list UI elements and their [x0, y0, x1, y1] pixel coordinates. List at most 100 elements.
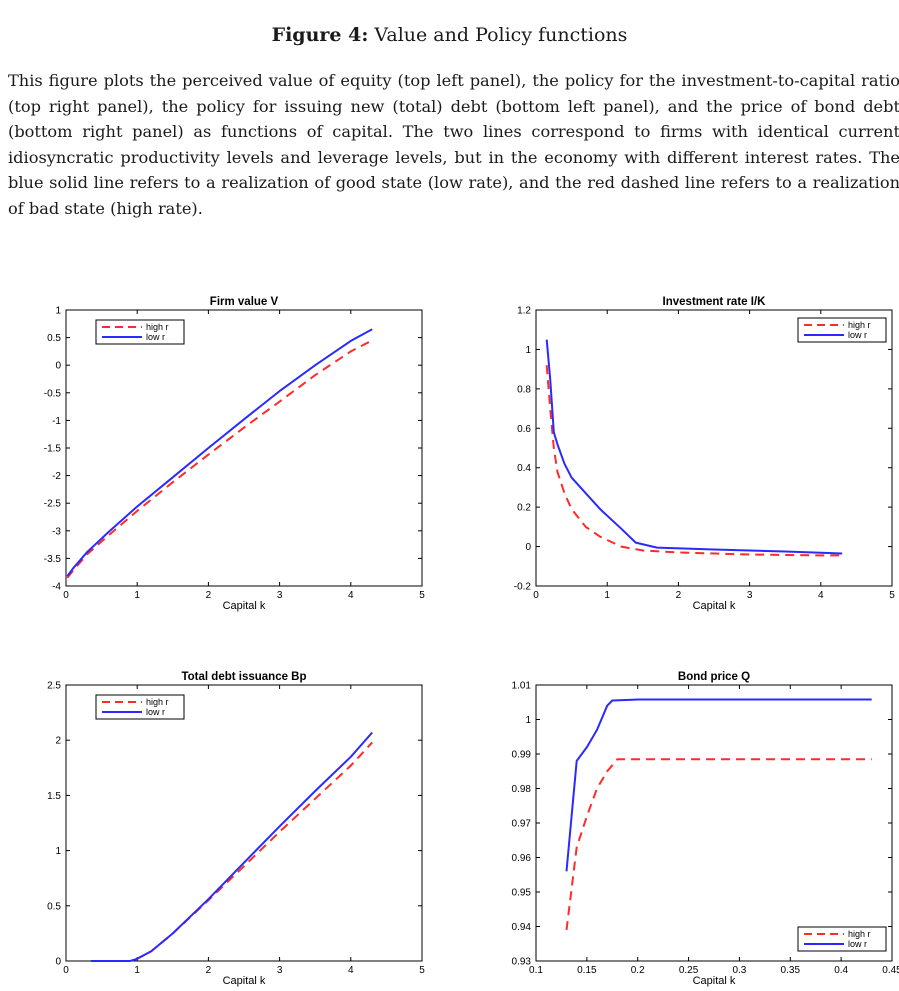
figure-caption-title: Figure 4: Value and Policy functions — [0, 24, 899, 46]
y-tick-label: 0.94 — [512, 922, 532, 933]
y-tick-label: -3 — [52, 526, 61, 537]
panel-bond-price: Bond price Q 0.1 0.15 0.2 0.25 0.3 0.35 0.4 0.45… — [512, 671, 899, 987]
y-tick-label: 0.5 — [47, 333, 61, 344]
x-tick-label: 4 — [818, 590, 824, 601]
plot-frame — [535, 684, 893, 962]
x-tick-label: 4 — [348, 590, 354, 601]
y-tick-label: 1 — [55, 846, 61, 857]
y-tick-label: 0.95 — [512, 888, 532, 899]
plot-frame — [65, 309, 423, 587]
y-tick-label: 0.97 — [512, 819, 532, 830]
x-tick-label: 1 — [134, 965, 140, 976]
x-tick-label: 0.3 — [732, 965, 746, 976]
legend-label-high-r: high r — [848, 929, 871, 939]
y-tick-label: -1 — [52, 416, 61, 427]
panel-firm-value: Firm value V 0 1 2 3 4 5 -4 -3.5 -3 -2.5 -2 -1.5 -1 -0… — [44, 296, 425, 612]
figure-number-label: Figure 4: — [271, 24, 369, 46]
x-tick-label: 0 — [533, 590, 539, 601]
legend-label-low-r: low r — [848, 939, 867, 949]
x-axis-label: Capital k — [223, 975, 266, 987]
series-line-high-r — [565, 758, 872, 931]
y-tick-label: 2.5 — [47, 681, 61, 692]
y-tick-label: 0.4 — [517, 463, 531, 474]
legend-label-high-r: high r — [146, 322, 169, 332]
y-tick-label: 0 — [525, 542, 531, 553]
x-tick-label: 0.15 — [577, 965, 597, 976]
panel-total-debt-issuance: Total debt issuance Bp 0 1 2 3 4 5 0 0.5 1 1.5 2 2.5… — [47, 671, 425, 987]
x-tick-label: 3 — [277, 965, 283, 976]
figure-caption-body: This figure plots the perceived value of… — [8, 71, 899, 218]
y-tick-label: -3.5 — [44, 554, 62, 565]
panel-investment-rate: Investment rate I/K0 1 2 3 4 5-0.200.20.40.60… — [514, 296, 895, 612]
legend-box — [95, 319, 185, 345]
x-tick-label: 0.25 — [679, 965, 699, 976]
x-tick-label: 4 — [348, 965, 354, 976]
figure-title: Value and Policy functions — [374, 24, 628, 46]
x-tick-label: 5 — [419, 965, 425, 976]
y-tick-label: 1.5 — [47, 791, 61, 802]
legend-box — [797, 317, 887, 343]
legend-label-high-r: high r — [146, 697, 169, 707]
plot-frame — [65, 684, 423, 962]
y-tick-label: 1.2 — [517, 306, 531, 317]
x-tick-label: 1 — [604, 590, 610, 601]
y-tick-label: -2 — [52, 471, 61, 482]
y-tick-label: 1 — [525, 715, 531, 726]
x-tick-label: 1 — [134, 590, 140, 601]
y-tick-label: 1 — [525, 345, 531, 356]
y-tick-label: 0 — [55, 957, 61, 968]
x-tick-label: 0 — [63, 965, 69, 976]
series-line-high-r — [66, 339, 373, 579]
legend-box — [797, 926, 887, 952]
x-tick-label: 5 — [889, 590, 895, 601]
series-line-high-r — [90, 741, 373, 962]
series-line-low-r — [565, 698, 872, 872]
y-tick-label: 2 — [55, 736, 61, 747]
y-tick-label: 0.5 — [47, 901, 61, 912]
chart-title: Investment rate I/K — [663, 296, 767, 308]
x-tick-label: 0.2 — [631, 965, 645, 976]
y-tick-label: -1.5 — [44, 444, 62, 455]
legend-label-low-r: low r — [146, 707, 165, 717]
x-tick-label: 0.35 — [781, 965, 801, 976]
legend-box — [95, 694, 185, 720]
chart-title: Bond price Q — [678, 671, 750, 683]
x-tick-label: 5 — [419, 590, 425, 601]
y-tick-label: 1.01 — [512, 681, 532, 692]
y-tick-label: 0.8 — [517, 384, 531, 395]
x-axis-label: Capital k — [693, 600, 736, 612]
y-tick-label: 0 — [55, 361, 61, 372]
chart-title: Firm value V — [210, 296, 279, 308]
series-line-high-r — [545, 365, 843, 557]
y-tick-label: -2.5 — [44, 499, 62, 510]
y-tick-label: 0.98 — [512, 784, 532, 795]
y-tick-label: 0.2 — [517, 503, 531, 514]
x-axis-label: Capital k — [693, 975, 736, 987]
x-tick-label: 3 — [747, 590, 753, 601]
y-tick-label: 0.99 — [512, 750, 532, 761]
x-axis-label: Capital k — [223, 600, 266, 612]
x-tick-label: 2 — [206, 965, 212, 976]
series-line-low-r — [545, 339, 843, 555]
y-tick-label: -0.2 — [514, 582, 532, 593]
legend-label-low-r: low r — [848, 330, 867, 340]
legend-label-high-r: high r — [848, 320, 871, 330]
plot-frame — [535, 309, 893, 587]
x-tick-label: 0.1 — [529, 965, 543, 976]
legend-label-low-r: low r — [146, 332, 165, 342]
y-tick-label: 0.96 — [512, 853, 532, 864]
y-tick-label: -4 — [52, 582, 61, 593]
y-tick-label: -0.5 — [44, 388, 62, 399]
x-tick-label: 0.4 — [834, 965, 848, 976]
x-tick-label: 2 — [206, 590, 212, 601]
series-line-low-r — [90, 731, 373, 962]
x-tick-label: 2 — [676, 590, 682, 601]
y-tick-label: 1 — [55, 306, 61, 317]
series-line-low-r — [66, 328, 373, 577]
x-tick-label: 0.45 — [882, 965, 899, 976]
x-tick-label: 0 — [63, 590, 69, 601]
y-tick-label: 0.93 — [512, 957, 532, 968]
chart-title: Total debt issuance Bp — [181, 671, 306, 683]
x-tick-label: 3 — [277, 590, 283, 601]
y-tick-label: 0.6 — [517, 424, 531, 435]
